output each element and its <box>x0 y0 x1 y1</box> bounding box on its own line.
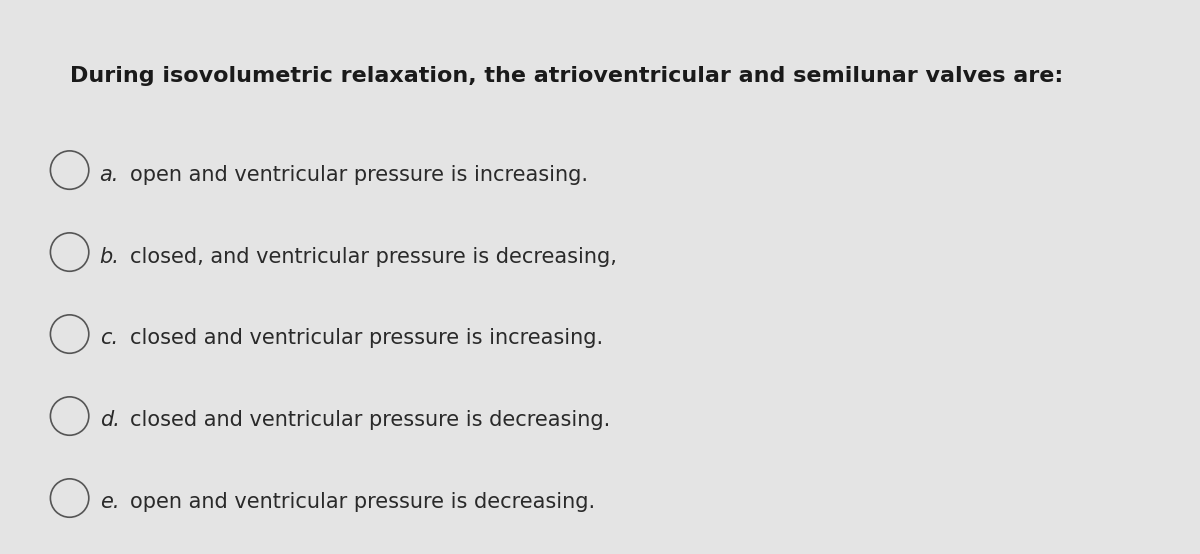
Text: c.: c. <box>100 329 118 348</box>
Text: closed and ventricular pressure is increasing.: closed and ventricular pressure is incre… <box>130 329 602 348</box>
Text: a.: a. <box>100 165 119 184</box>
Text: closed, and ventricular pressure is decreasing,: closed, and ventricular pressure is decr… <box>130 247 617 266</box>
Text: e.: e. <box>100 493 119 512</box>
Text: open and ventricular pressure is decreasing.: open and ventricular pressure is decreas… <box>130 493 595 512</box>
Text: closed and ventricular pressure is decreasing.: closed and ventricular pressure is decre… <box>130 411 610 430</box>
Text: d.: d. <box>100 411 120 430</box>
Text: During isovolumetric relaxation, the atrioventricular and semilunar valves are:: During isovolumetric relaxation, the atr… <box>70 66 1063 86</box>
Text: open and ventricular pressure is increasing.: open and ventricular pressure is increas… <box>130 165 588 184</box>
Text: b.: b. <box>100 247 120 266</box>
